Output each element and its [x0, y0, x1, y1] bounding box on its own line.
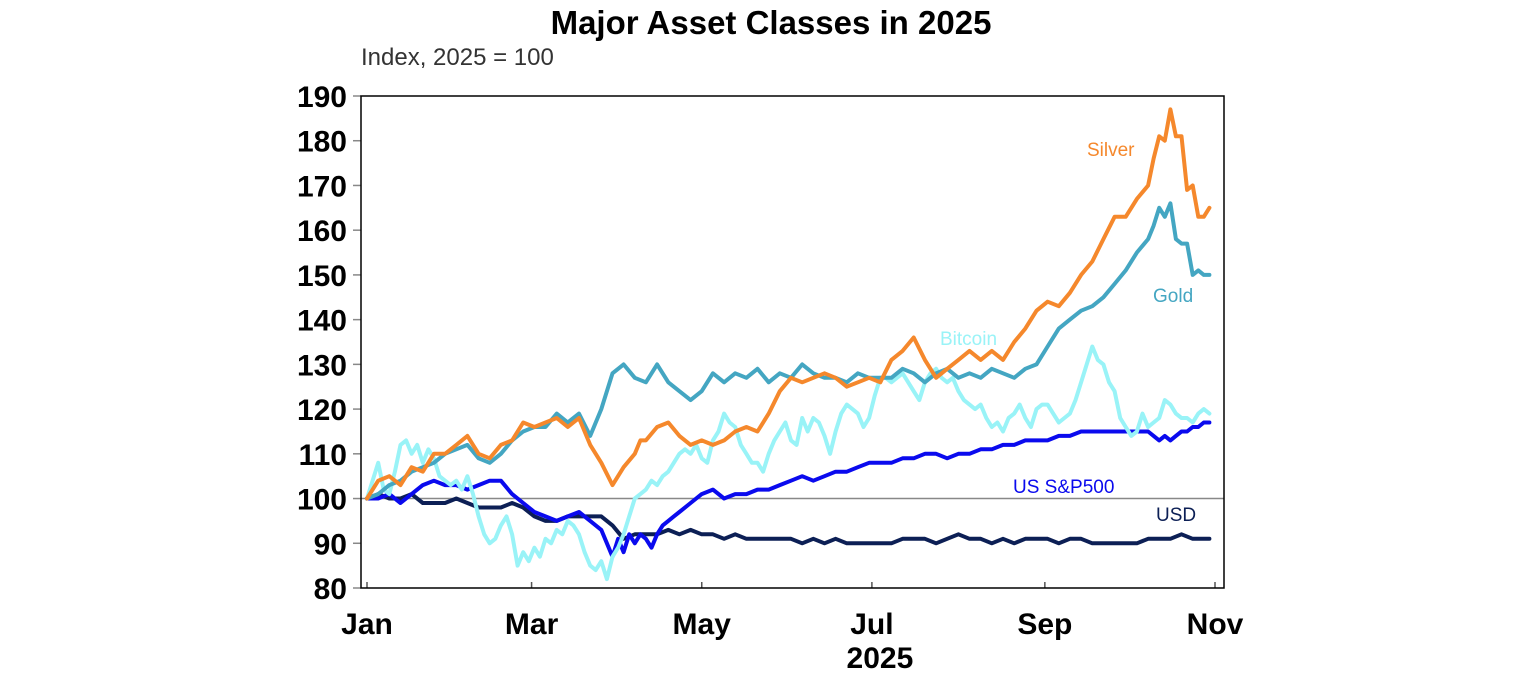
y-tick-label: 90 — [314, 528, 347, 561]
series-line-usd — [365, 492, 1212, 546]
x-tick-label: Sep — [1017, 608, 1072, 641]
series-line-silver — [365, 107, 1212, 501]
y-tick-label: 180 — [297, 126, 347, 159]
x-axis-year-label: 2025 — [847, 642, 914, 675]
x-tick-label: Mar — [505, 608, 559, 641]
x-tick-label: Nov — [1187, 608, 1244, 641]
x-axis: Jan Mar May Jul Sep Nov — [341, 582, 1244, 641]
series-group — [365, 107, 1212, 582]
y-tick-label: 120 — [297, 394, 347, 427]
legend-label-silver: Silver — [1087, 140, 1135, 161]
chart-title: Major Asset Classes in 2025 — [550, 4, 992, 41]
y-tick-label: 150 — [297, 260, 347, 293]
y-tick-label: 160 — [297, 215, 347, 248]
x-tick-label: Jul — [850, 608, 893, 641]
series-labels: Silver Gold Bitcoin US S&P500 USD — [940, 140, 1196, 526]
y-tick-label: 80 — [314, 573, 347, 606]
legend-label-gold: Gold — [1153, 286, 1193, 307]
y-tick-label: 190 — [297, 81, 347, 114]
y-tick-label: 130 — [297, 349, 347, 382]
x-tick-label: Jan — [341, 608, 393, 641]
x-tick-label: May — [673, 608, 732, 641]
legend-label-bitcoin: Bitcoin — [940, 329, 997, 350]
y-tick-label: 110 — [299, 439, 347, 472]
y-axis: 80 90 100 110 120 130 140 150 160 170 180 190 — [297, 81, 361, 606]
series-line-us-s-p500 — [365, 420, 1212, 559]
y-tick-label: 140 — [297, 305, 347, 338]
y-tick-label: 170 — [297, 170, 347, 203]
legend-label-us-s-p500: US S&P500 — [1013, 477, 1114, 498]
chart-subtitle: Index, 2025 = 100 — [361, 44, 554, 71]
y-tick-label: 100 — [297, 484, 347, 517]
plot-frame — [360, 95, 1225, 589]
legend-label-usd: USD — [1156, 505, 1196, 526]
series-line-bitcoin — [365, 344, 1212, 582]
